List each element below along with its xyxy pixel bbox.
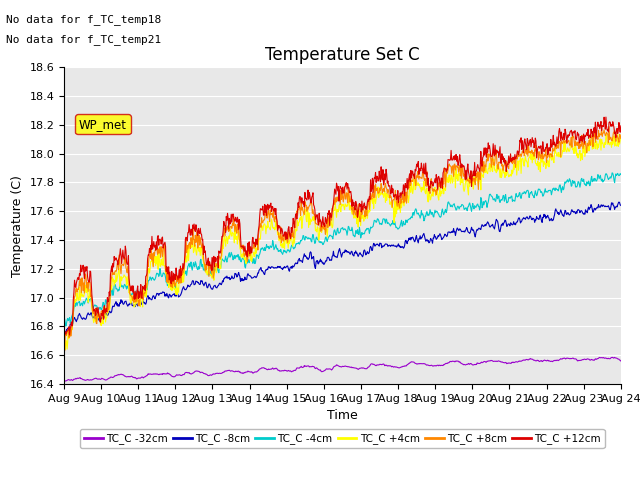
Text: No data for f_TC_temp18: No data for f_TC_temp18 <box>6 14 162 25</box>
X-axis label: Time: Time <box>327 409 358 422</box>
Text: No data for f_TC_temp21: No data for f_TC_temp21 <box>6 34 162 45</box>
Legend: TC_C -32cm, TC_C -8cm, TC_C -4cm, TC_C +4cm, TC_C +8cm, TC_C +12cm: TC_C -32cm, TC_C -8cm, TC_C -4cm, TC_C +… <box>80 429 605 448</box>
Title: Temperature Set C: Temperature Set C <box>265 46 420 64</box>
Y-axis label: Temperature (C): Temperature (C) <box>11 175 24 276</box>
